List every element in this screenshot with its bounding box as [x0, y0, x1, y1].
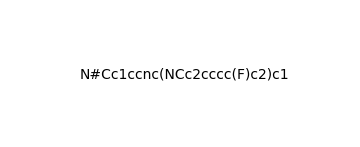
Text: N#Cc1ccnc(NCc2cccc(F)c2)c1: N#Cc1ccnc(NCc2cccc(F)c2)c1 [80, 67, 289, 81]
